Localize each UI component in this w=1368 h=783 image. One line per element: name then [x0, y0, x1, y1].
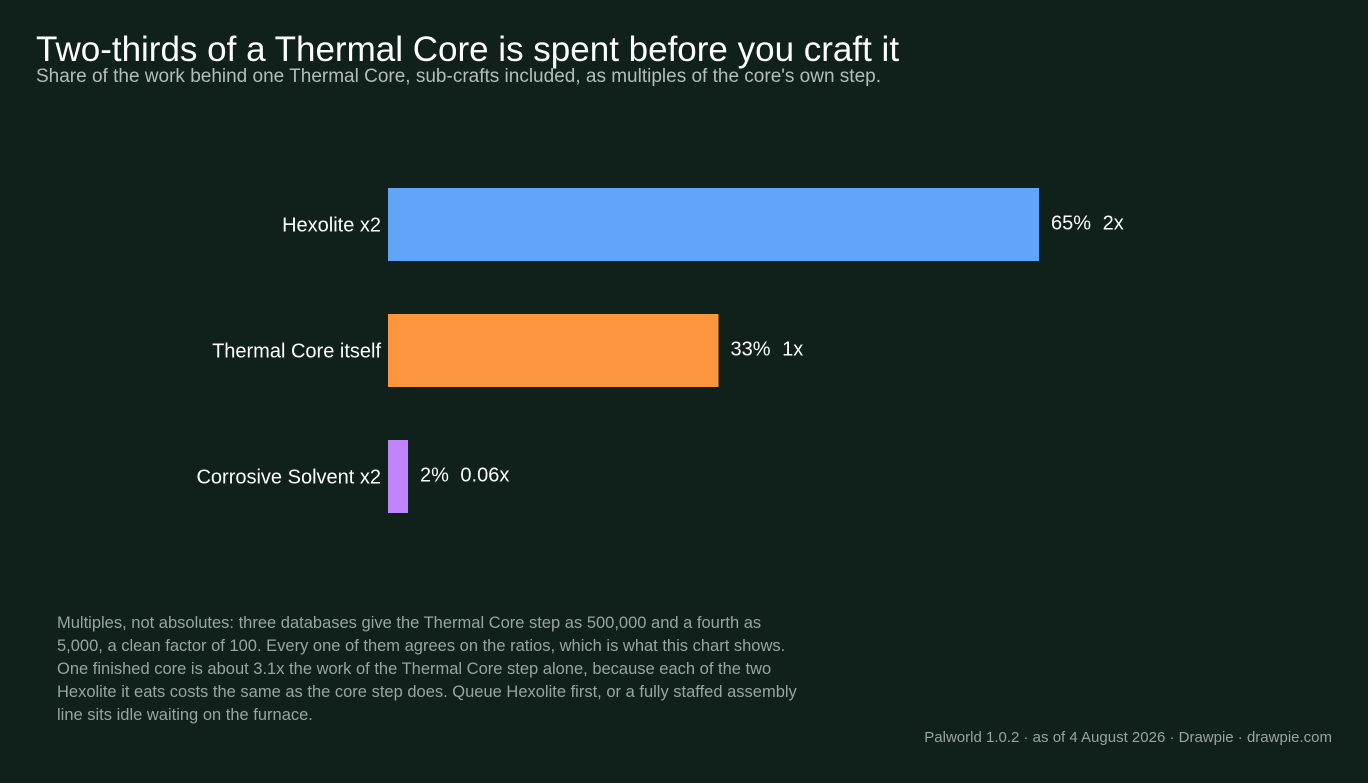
source-footer: Palworld 1.0.2 · as of 4 August 2026 · D…: [924, 729, 1332, 746]
chart-title: Two-thirds of a Thermal Core is spent be…: [36, 30, 900, 69]
category-label: Corrosive Solvent x2: [196, 467, 381, 489]
value-label: 65%: [1051, 213, 1091, 235]
bar: [388, 188, 1039, 261]
multiple-label: 0.06x: [460, 465, 509, 487]
multiple-label: 1x: [782, 339, 803, 361]
value-label: 2%: [420, 465, 449, 487]
value-label: 33%: [731, 339, 771, 361]
note-paragraph-2: One finished core is about 3.1x the work…: [57, 660, 797, 724]
category-label: Thermal Core itself: [212, 341, 381, 363]
bar: [388, 314, 719, 387]
note-paragraph-1: Multiples, not absolutes: three database…: [57, 614, 786, 655]
bar: [388, 440, 409, 513]
category-label: Hexolite x2: [282, 215, 381, 237]
chart-notes: Multiples, not absolutes: three database…: [57, 612, 797, 727]
multiple-label: 2x: [1103, 213, 1124, 235]
chart-subtitle: Share of the work behind one Thermal Cor…: [36, 66, 881, 87]
